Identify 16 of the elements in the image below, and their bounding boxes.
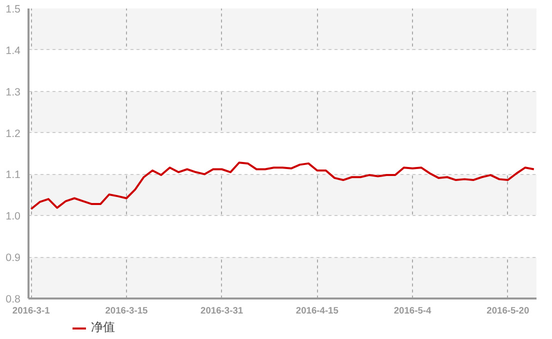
y-tick-label: 1.5 (6, 4, 21, 16)
x-tick-label: 2016-5-4 (394, 306, 432, 316)
y-tick-label: 1.4 (6, 44, 21, 57)
x-tick-label: 2016-5-20 (486, 306, 530, 316)
x-tick-label: 2016-3-15 (105, 306, 148, 316)
x-tick-label: 2016-3-1 (12, 306, 50, 316)
y-tick-label: 1.2 (6, 128, 21, 140)
y-tick-label: 0.8 (6, 294, 21, 306)
x-tick-label: 2016-3-31 (200, 306, 244, 316)
y-tick-label: 0.9 (6, 252, 21, 264)
line-series (30, 162, 535, 210)
legend-label: 净值 (91, 319, 115, 336)
y-tick-label: 1.1 (6, 169, 21, 182)
y-tick-label: 1.0 (6, 210, 21, 223)
x-tick-label: 2016-4-15 (296, 306, 338, 316)
y-tick-label: 1.3 (6, 86, 21, 98)
